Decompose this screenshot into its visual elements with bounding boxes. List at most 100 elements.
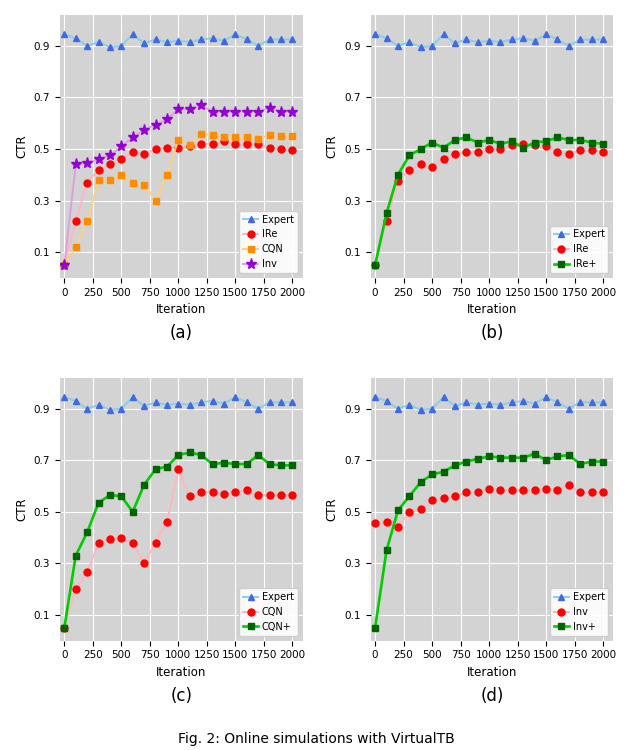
Inv+ xyxy=(463,457,470,466)
Expert xyxy=(508,398,516,406)
Expert xyxy=(383,34,391,43)
CQN xyxy=(163,518,171,526)
Inv xyxy=(497,485,504,494)
IRe+ xyxy=(428,138,436,147)
Expert xyxy=(599,35,607,44)
Line: Inv+: Inv+ xyxy=(372,450,607,632)
CQN xyxy=(72,584,80,593)
CQN+ xyxy=(174,451,182,460)
Legend: Expert, IRe, CQN, Inv: Expert, IRe, CQN, Inv xyxy=(240,211,298,273)
CQN+ xyxy=(254,451,262,460)
IRe xyxy=(576,146,584,154)
Expert xyxy=(417,43,425,52)
IRe xyxy=(163,143,171,152)
CQN xyxy=(106,534,114,543)
Inv+ xyxy=(383,546,391,555)
Expert xyxy=(140,39,148,48)
CQN xyxy=(186,141,193,150)
CQN xyxy=(95,176,102,184)
Inv xyxy=(428,496,436,505)
IRe xyxy=(485,145,493,154)
IRe+ xyxy=(474,138,482,147)
Inv+ xyxy=(508,453,516,462)
Expert xyxy=(372,392,379,401)
Inv xyxy=(474,488,482,497)
Line: Expert: Expert xyxy=(61,394,296,413)
Expert xyxy=(485,36,493,45)
CQN xyxy=(243,133,250,142)
Expert xyxy=(474,400,482,410)
IRe+ xyxy=(383,209,391,218)
Text: (a): (a) xyxy=(169,324,193,342)
Expert xyxy=(254,41,262,50)
Expert xyxy=(129,30,137,39)
CQN+ xyxy=(72,551,80,560)
IRe xyxy=(497,145,504,154)
Inv xyxy=(289,107,296,116)
CQN xyxy=(289,490,296,500)
Inv xyxy=(83,159,91,168)
X-axis label: Iteration: Iteration xyxy=(156,666,207,679)
IRe xyxy=(554,147,561,156)
IRe xyxy=(243,140,250,148)
CQN+ xyxy=(243,460,250,469)
IRe+ xyxy=(417,145,425,154)
Line: CQN+: CQN+ xyxy=(61,449,296,632)
X-axis label: Iteration: Iteration xyxy=(467,303,517,316)
IRe+ xyxy=(508,136,516,146)
Expert xyxy=(520,397,527,406)
Expert xyxy=(463,35,470,44)
Inv xyxy=(265,104,273,112)
Expert xyxy=(497,38,504,46)
IRe xyxy=(520,140,527,148)
Expert xyxy=(428,41,436,50)
Expert xyxy=(451,39,459,48)
CQN xyxy=(72,242,80,251)
Text: Fig. 2: Online simulations with VirtualTB: Fig. 2: Online simulations with VirtualT… xyxy=(178,731,454,746)
Inv xyxy=(440,493,447,502)
Expert xyxy=(440,392,447,401)
IRe xyxy=(72,217,80,226)
IRe xyxy=(428,163,436,172)
Expert xyxy=(72,34,80,43)
CQN+ xyxy=(231,460,239,469)
Expert xyxy=(197,398,205,406)
Expert xyxy=(289,35,296,44)
Expert xyxy=(440,30,447,39)
CQN xyxy=(61,260,68,269)
Inv xyxy=(485,484,493,493)
Line: IRe: IRe xyxy=(372,140,607,268)
Text: (d): (d) xyxy=(480,687,504,705)
CQN xyxy=(209,130,216,140)
IRe xyxy=(174,143,182,152)
Inv xyxy=(95,154,102,164)
Expert xyxy=(129,392,137,401)
IRe+ xyxy=(485,136,493,145)
CQN+ xyxy=(83,528,91,537)
IRe+ xyxy=(576,136,584,145)
Inv+ xyxy=(576,460,584,469)
IRe xyxy=(440,154,447,164)
CQN xyxy=(83,568,91,577)
CQN xyxy=(118,533,125,542)
Inv xyxy=(542,484,550,493)
Inv xyxy=(463,488,470,497)
Expert xyxy=(163,38,171,46)
Inv+ xyxy=(531,449,538,458)
IRe+ xyxy=(394,170,402,179)
Inv xyxy=(394,523,402,532)
Expert xyxy=(174,36,182,45)
Inv+ xyxy=(372,623,379,632)
CQN xyxy=(289,132,296,141)
Expert xyxy=(406,400,413,410)
IRe xyxy=(231,140,239,148)
Expert xyxy=(383,397,391,406)
Inv+ xyxy=(588,457,595,466)
Expert xyxy=(277,398,284,406)
IRe+ xyxy=(372,260,379,269)
Expert xyxy=(243,35,250,44)
X-axis label: Iteration: Iteration xyxy=(156,303,207,316)
Expert xyxy=(174,399,182,408)
Expert xyxy=(289,398,296,406)
Inv+ xyxy=(394,506,402,515)
